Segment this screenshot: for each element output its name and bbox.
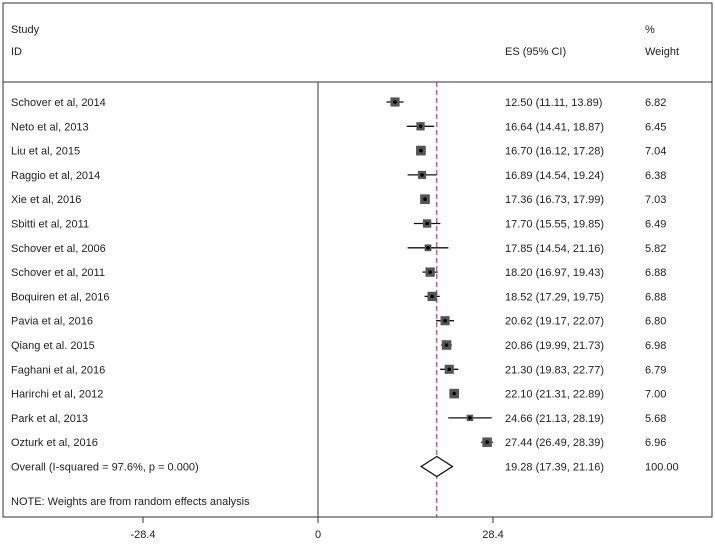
overall-label: Overall (I-squared = 97.6%, p = 0.000)	[11, 462, 199, 474]
x-axis-ticks: -28.4 0 28.4	[130, 517, 504, 541]
overall-row: Overall (I-squared = 97.6%, p = 0.000) 19…	[11, 455, 679, 478]
es-ci-value: 27.44 (26.49, 28.39)	[505, 437, 604, 449]
study-row: Ozturk et al, 2016 27.44 (26.49, 28.39) 6.…	[11, 437, 666, 449]
header-weight: Weight	[645, 46, 679, 58]
study-label: Harirchi et al, 2012	[11, 389, 103, 401]
point-estimate	[447, 367, 452, 372]
header-es: ES (95% CI)	[505, 46, 566, 58]
study-rows: Schover et al, 2014 12.50 (11.11, 13.89) 6…	[11, 97, 666, 449]
es-ci-value: 18.20 (16.97, 19.43)	[505, 267, 604, 279]
es-ci-value: 17.70 (15.55, 19.85)	[505, 219, 604, 231]
study-row: Schover et al, 2011 18.20 (16.97, 19.43) 6…	[11, 267, 666, 279]
study-row: Raggio et al, 2014 16.89 (14.54, 19.24) 6.…	[11, 170, 666, 182]
point-estimate	[428, 270, 432, 274]
x-tick-label: 28.4	[482, 529, 503, 541]
weight-value: 7.00	[645, 389, 666, 401]
plot-frame	[2, 2, 713, 518]
study-row: Sbitti et al, 2011 17.70 (15.55, 19.85) 6.…	[11, 219, 666, 231]
overall-es-ci: 19.28 (17.39, 21.16)	[505, 462, 604, 474]
study-label: Schover et al, 2006	[11, 243, 106, 255]
weight-value: 6.45	[645, 121, 666, 133]
es-ci-value: 22.10 (21.31, 22.89)	[505, 389, 604, 401]
study-label: Liu et al, 2015	[11, 146, 80, 158]
study-label: Xie et al, 2016	[11, 194, 81, 206]
point-estimate	[393, 100, 397, 104]
note-text: NOTE: Weights are from random effects an…	[11, 496, 250, 508]
point-estimate	[426, 246, 430, 250]
point-estimate	[423, 197, 427, 201]
weight-value: 5.68	[645, 413, 666, 425]
x-tick-label: 0	[315, 529, 321, 541]
weight-value: 6.96	[645, 437, 666, 449]
weight-value: 7.04	[645, 146, 666, 158]
point-estimate	[420, 173, 424, 177]
study-row: Park et al, 2013 24.66 (21.13, 28.19) 5.68	[11, 413, 666, 425]
study-row: Pavia et al, 2016 20.62 (19.17, 22.07) 6.8…	[11, 316, 666, 328]
study-label: Qiang et al. 2015	[11, 340, 95, 352]
weight-value: 6.49	[645, 219, 666, 231]
es-ci-value: 20.62 (19.17, 22.07)	[505, 316, 604, 328]
weight-value: 6.82	[645, 97, 666, 109]
study-row: Xie et al, 2016 17.36 (16.73, 17.99) 7.03	[11, 194, 666, 206]
study-label: Faghani et al, 2016	[11, 364, 105, 376]
weight-value: 6.88	[645, 267, 666, 279]
study-label: Schover et al, 2011	[11, 267, 105, 279]
weight-value: 7.03	[645, 194, 666, 206]
header-id: ID	[11, 46, 22, 58]
x-tick-label: -28.4	[130, 529, 155, 541]
study-row: Schover et al, 2014 12.50 (11.11, 13.89) 6…	[11, 97, 666, 109]
point-estimate	[418, 124, 423, 129]
point-estimate	[485, 440, 489, 445]
study-label: Schover et al, 2014	[11, 97, 106, 109]
es-ci-value: 16.89 (14.54, 19.24)	[505, 170, 604, 182]
weight-value: 6.88	[645, 291, 666, 303]
weight-value: 6.79	[645, 364, 666, 376]
weight-value: 6.38	[645, 170, 666, 182]
overall-diamond	[419, 455, 454, 478]
es-ci-value: 17.85 (14.54, 21.16)	[505, 243, 604, 255]
point-estimate	[443, 318, 447, 323]
point-estimate	[468, 416, 472, 420]
weight-value: 6.98	[645, 340, 666, 352]
study-row: Qiang et al. 2015 20.86 (19.99, 21.73) 6.9…	[11, 340, 666, 352]
header-weight-pct: %	[645, 24, 655, 36]
study-row: Faghani et al, 2016 21.30 (19.83, 22.77) 6…	[11, 364, 666, 376]
study-row: Liu et al, 2015 16.70 (16.12, 17.28) 7.04	[11, 146, 666, 158]
study-label: Park et al, 2013	[11, 413, 88, 425]
point-estimate	[430, 294, 434, 299]
study-label: Ozturk et al, 2016	[11, 437, 98, 449]
point-estimate	[425, 221, 429, 226]
study-label: Boquiren et al, 2016	[11, 291, 109, 303]
study-row: Boquiren et al, 2016 18.52 (17.29, 19.75)…	[11, 291, 666, 303]
study-label: Raggio et al, 2014	[11, 170, 100, 182]
es-ci-value: 16.64 (14.41, 18.87)	[505, 121, 604, 133]
header-study: Study	[11, 24, 40, 36]
es-ci-value: 16.70 (16.12, 17.28)	[505, 146, 604, 158]
point-estimate	[452, 391, 456, 396]
study-row: Neto et al, 2013 16.64 (14.41, 18.87) 6.45	[11, 121, 666, 133]
study-label: Neto et al, 2013	[11, 121, 89, 133]
es-ci-value: 18.52 (17.29, 19.75)	[505, 291, 604, 303]
es-ci-value: 20.86 (19.99, 21.73)	[505, 340, 604, 352]
es-ci-value: 12.50 (11.11, 13.89)	[505, 97, 602, 109]
overall-weight: 100.00	[645, 462, 679, 474]
es-ci-value: 21.30 (19.83, 22.77)	[505, 364, 604, 376]
study-row: Harirchi et al, 2012 22.10 (21.31, 22.89)…	[11, 389, 666, 401]
point-estimate	[419, 148, 423, 153]
point-estimate	[444, 343, 449, 347]
study-row: Schover et al, 2006 17.85 (14.54, 21.16) 5…	[11, 243, 666, 255]
weight-value: 6.80	[645, 316, 666, 328]
study-label: Sbitti et al, 2011	[11, 219, 89, 231]
es-ci-value: 24.66 (21.13, 28.19)	[505, 413, 604, 425]
study-label: Pavia et al, 2016	[11, 316, 93, 328]
weight-value: 5.82	[645, 243, 666, 255]
es-ci-value: 17.36 (16.73, 17.99)	[505, 194, 604, 206]
